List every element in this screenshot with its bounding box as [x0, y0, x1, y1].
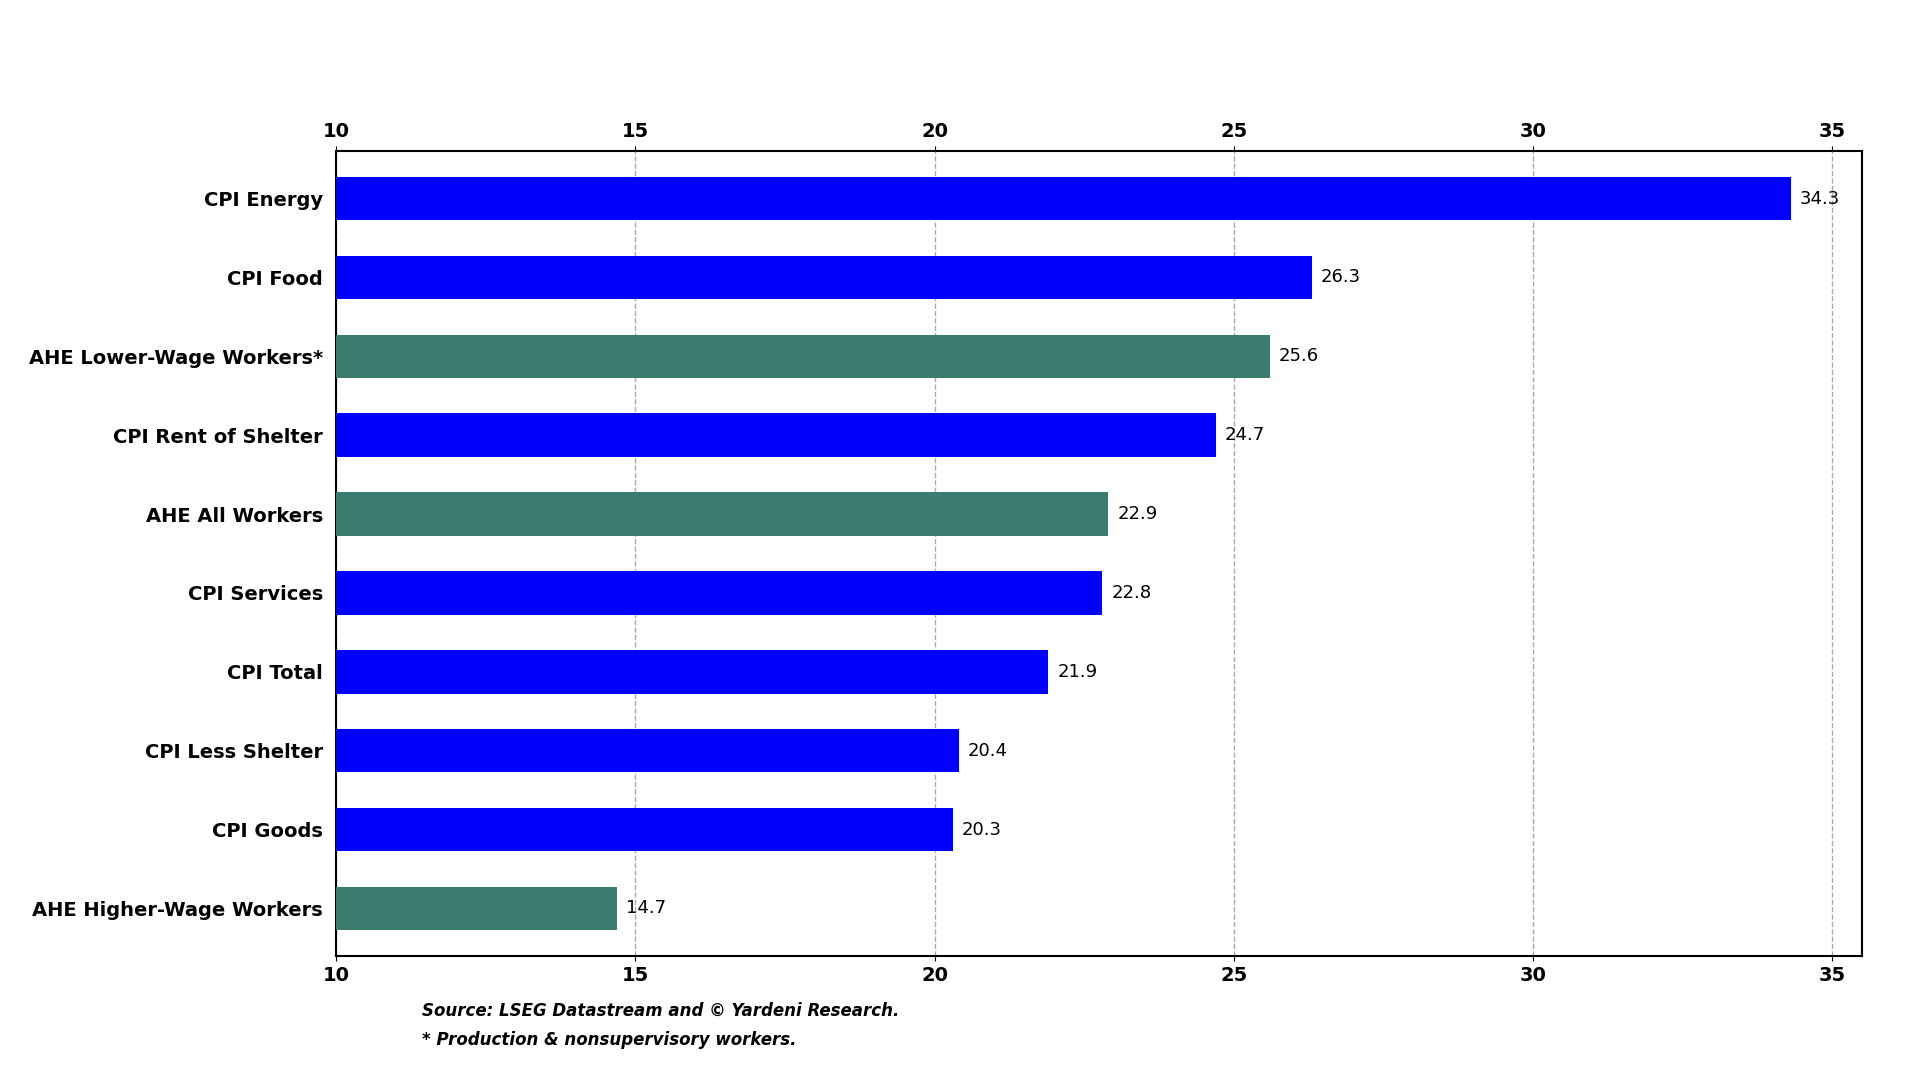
Text: SELECTED CONSUMER PRICE INDEXES & AVERAGE HOURLY EARNINGS: SELECTED CONSUMER PRICE INDEXES & AVERAG… [171, 43, 1144, 68]
Text: Source: LSEG Datastream and © Yardeni Research.: Source: LSEG Datastream and © Yardeni Re… [422, 1002, 900, 1021]
Text: 20.3: 20.3 [962, 821, 1002, 838]
Text: * Production & nonsupervisory workers.: * Production & nonsupervisory workers. [422, 1031, 797, 1050]
Text: 34.3: 34.3 [1799, 189, 1839, 207]
Bar [336, 887, 618, 930]
Text: 24.7: 24.7 [1225, 427, 1265, 444]
Bar [336, 729, 958, 772]
Bar [336, 414, 1215, 457]
Bar [336, 335, 1269, 378]
Bar [336, 808, 952, 851]
Bar [336, 492, 1108, 536]
Bar [336, 571, 1102, 615]
Text: 22.9: 22.9 [1117, 505, 1158, 523]
Text: (percent change from March 2020 through Sep 2024): (percent change from March 2020 through … [323, 99, 993, 119]
Bar [336, 256, 1311, 299]
Text: 20.4: 20.4 [968, 742, 1008, 759]
Text: 25.6: 25.6 [1279, 348, 1319, 365]
Text: 22.8: 22.8 [1112, 584, 1152, 602]
Text: 21.9: 21.9 [1058, 663, 1098, 680]
Text: 14.7: 14.7 [626, 900, 666, 918]
Text: 26.3: 26.3 [1321, 269, 1361, 286]
Bar [336, 650, 1048, 693]
Bar [336, 177, 1791, 220]
